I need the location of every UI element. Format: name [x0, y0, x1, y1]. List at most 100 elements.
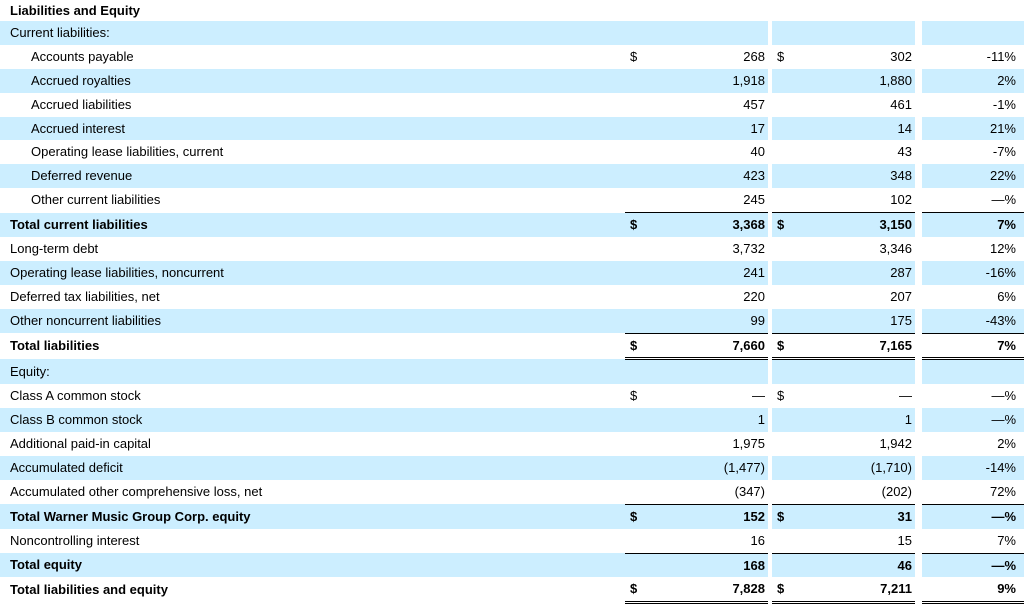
table-row: Other current liabilities 245 102 —%	[0, 188, 1024, 212]
percent-change: -7%	[992, 144, 1016, 160]
value-col1: 168	[647, 552, 768, 578]
percent-change: 7%	[922, 332, 1024, 361]
row-label: Deferred tax liabilities, net	[10, 288, 160, 304]
currency-symbol	[772, 260, 794, 285]
value-col1: 220	[743, 288, 765, 304]
row-label: Accrued royalties	[0, 68, 625, 93]
row-label: Additional paid-in capital	[10, 436, 151, 452]
currency-symbol	[625, 432, 647, 456]
percent-change: -11%	[986, 48, 1016, 64]
value-col1: 3,368	[647, 212, 768, 238]
value-col1: 241	[647, 260, 768, 285]
table-row: Accumulated other comprehensive loss, ne…	[0, 480, 1024, 504]
currency-symbol	[625, 456, 647, 480]
table-row: Long-term debt 3,732 3,346 12%	[0, 237, 1024, 261]
row-label: Long-term debt	[10, 240, 99, 256]
currency-symbol	[625, 408, 647, 433]
currency-symbol	[625, 260, 647, 285]
table-row: Accrued liabilities 457 461 -1%	[0, 93, 1024, 117]
section-title: Liabilities and Equity	[0, 0, 625, 21]
percent-change: 7%	[997, 532, 1016, 548]
value-col1: 152	[647, 503, 768, 529]
currency-symbol: $	[625, 332, 647, 361]
percent-change: 7%	[922, 212, 1024, 238]
table-row-total: Total liabilities $ 7,660 $ 7,165 7%	[0, 332, 1024, 361]
currency-symbol	[772, 308, 794, 334]
value-col2: 287	[794, 260, 915, 285]
row-label: Deferred revenue	[0, 164, 625, 189]
value-col2: 14	[794, 116, 915, 141]
percent-change: 12%	[989, 240, 1016, 256]
value-col2: 15	[897, 532, 912, 548]
currency-symbol	[625, 237, 647, 261]
value-col1: 457	[743, 96, 765, 112]
percent-change: 9%	[922, 577, 1024, 605]
table-row: Other noncurrent liabilities 99 175 -43%	[0, 308, 1024, 334]
table-row: Current liabilities:	[0, 21, 1024, 45]
currency-symbol: $	[777, 388, 785, 404]
value-col1: 1,918	[647, 68, 768, 93]
value-col1: 40	[750, 144, 765, 160]
currency-symbol	[625, 140, 647, 164]
currency-symbol	[772, 116, 794, 141]
currency-symbol	[772, 456, 794, 480]
row-label: Noncontrolling interest	[10, 532, 140, 548]
value-col2: 3,150	[794, 212, 915, 238]
currency-symbol	[625, 93, 647, 117]
value-col2: 302	[890, 48, 912, 64]
value-col1: —	[752, 388, 765, 404]
currency-symbol	[772, 432, 794, 456]
currency-symbol: $	[630, 48, 638, 64]
row-label: Total current liabilities	[0, 212, 625, 238]
row-label: Accumulated other comprehensive loss, ne…	[10, 484, 263, 500]
currency-symbol	[625, 188, 647, 212]
currency-symbol	[772, 480, 794, 504]
value-col2: 31	[794, 503, 915, 529]
value-col1: 268	[743, 48, 765, 64]
currency-symbol: $	[625, 212, 647, 238]
currency-symbol: $	[777, 48, 785, 64]
value-col2: 43	[897, 144, 912, 160]
value-col2: 46	[794, 552, 915, 578]
percent-change: -14%	[922, 456, 1024, 480]
currency-symbol	[772, 552, 794, 578]
percent-change: 2%	[922, 68, 1024, 93]
value-col1: 1,975	[732, 436, 765, 452]
row-label: Accumulated deficit	[0, 456, 625, 480]
table-row-total: Total equity 168 46 —%	[0, 552, 1024, 578]
value-col2: 1	[794, 408, 915, 433]
percent-change: 21%	[922, 116, 1024, 141]
table-row-total: Total current liabilities $ 3,368 $ 3,15…	[0, 212, 1024, 238]
currency-symbol	[625, 285, 647, 309]
value-col2: 1,880	[794, 68, 915, 93]
currency-symbol	[625, 164, 647, 189]
row-label: Class A common stock	[10, 388, 141, 404]
value-col1: 99	[647, 308, 768, 334]
row-label: Class B common stock	[0, 408, 625, 433]
currency-symbol	[625, 116, 647, 141]
value-col1: 245	[743, 192, 765, 208]
value-col1: 7,828	[647, 577, 768, 605]
value-col2: —	[899, 388, 912, 404]
table-row: Accrued royalties 1,918 1,880 2%	[0, 68, 1024, 93]
row-label: Total Warner Music Group Corp. equity	[0, 504, 625, 529]
percent-change: 2%	[997, 436, 1016, 452]
currency-symbol	[772, 164, 794, 189]
row-label: Accounts payable	[31, 48, 134, 64]
percent-change: -43%	[922, 308, 1024, 334]
value-col2: (202)	[881, 483, 912, 499]
table-row: Class A common stock $ — $ — —%	[0, 384, 1024, 408]
currency-symbol	[625, 308, 647, 334]
currency-symbol: $	[625, 503, 647, 529]
table-row: Equity:	[0, 358, 1024, 385]
percent-change: -16%	[922, 260, 1024, 285]
row-label: Current liabilities:	[0, 21, 625, 45]
table-row: Accrued interest 17 14 21%	[0, 116, 1024, 141]
value-col1: 16	[750, 532, 765, 548]
currency-symbol: $	[625, 577, 647, 605]
currency-symbol	[772, 93, 794, 117]
value-col2: 1,942	[879, 436, 912, 452]
currency-symbol	[625, 552, 647, 578]
value-col1: 3,732	[732, 240, 765, 256]
row-label: Accrued interest	[0, 116, 625, 141]
